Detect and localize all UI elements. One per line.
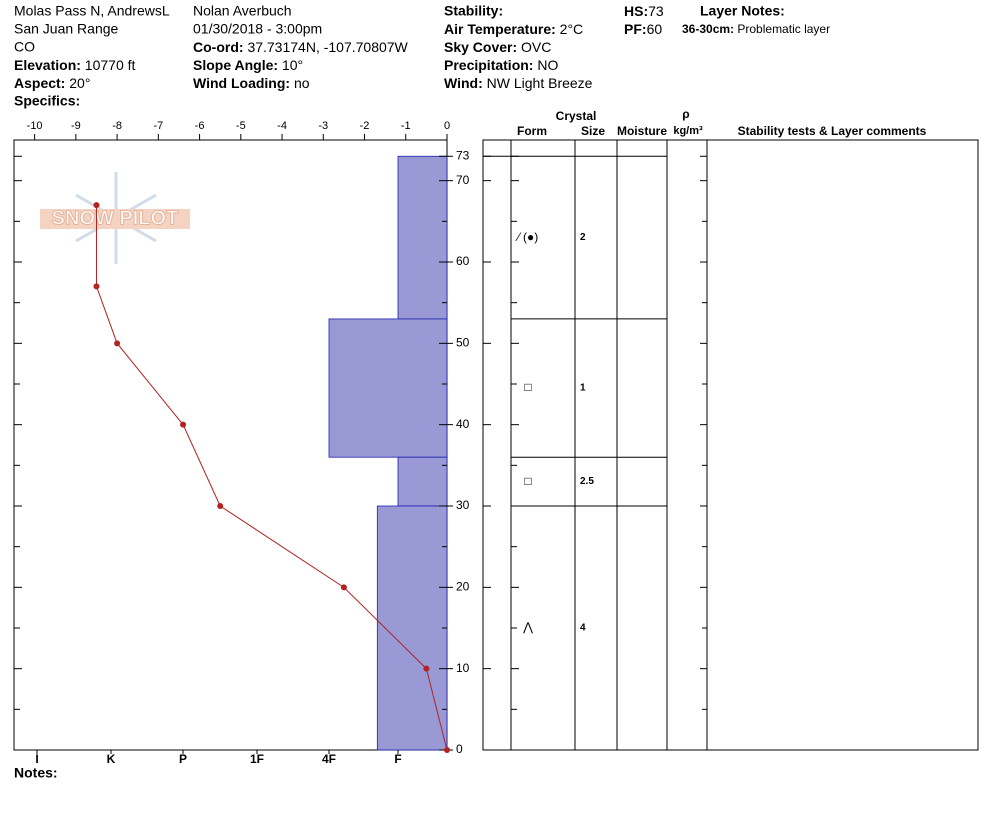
notes: Notes: [14, 765, 58, 781]
temp-tick-label: -1 [401, 120, 411, 132]
col-form: Form [517, 124, 547, 138]
table-headers: Crystal Form Size Moisture ρ kg/m³ Stabi… [517, 107, 927, 138]
temperature-point [93, 283, 100, 290]
y-tick-label: 20 [456, 580, 470, 594]
temp-tick-label: -2 [360, 120, 370, 132]
wind-loading: Wind Loading: no [193, 75, 310, 91]
sky: Sky Cover: OVC [444, 39, 551, 55]
site: Molas Pass N, AndrewsL [14, 3, 170, 19]
hs: HS:73 [624, 3, 664, 19]
air-temp: Air Temperature: 2°C [444, 21, 583, 37]
y-tick-label: 73 [456, 148, 470, 162]
temp-tick-label: -3 [318, 120, 328, 132]
temp-tick-label: 0 [444, 120, 450, 132]
temperature-point [114, 340, 121, 347]
temperature-point [93, 202, 100, 209]
col-comments: Stability tests & Layer comments [738, 124, 927, 138]
specifics: Specifics: [14, 93, 80, 109]
aspect: Aspect: 20° [14, 75, 90, 91]
pf: PF:60 [624, 21, 662, 37]
layer-note: 36-30cm: Problematic layer [682, 22, 830, 36]
col-moisture: Moisture [617, 124, 667, 138]
observer: Nolan Averbuch [193, 3, 292, 19]
col-size: Size [581, 124, 605, 138]
coord: Co-ord: 37.73174N, -107.70807W [193, 39, 409, 55]
temp-tick-label: -10 [27, 120, 43, 132]
y-tick-label: 70 [456, 173, 470, 187]
temp-tick-label: -4 [277, 120, 287, 132]
grain-form: □ [524, 380, 531, 394]
temperature-line [95, 205, 448, 751]
hardness-tick-label: F [394, 752, 401, 766]
y-tick-label: 50 [456, 336, 470, 350]
y-tick-label: 60 [456, 254, 470, 268]
state: CO [14, 39, 35, 55]
temp-tick-label: -9 [71, 120, 81, 132]
hardness-tick-label: I [35, 752, 38, 766]
grain-size: 2 [580, 232, 586, 243]
hardness-bar [376, 505, 448, 751]
table-frame [482, 139, 979, 751]
col-density-unit: kg/m³ [673, 125, 703, 137]
grain-size: 2.5 [580, 476, 594, 487]
header: Molas Pass N, AndrewsL San Juan Range CO… [14, 3, 830, 781]
temp-tick-label: -5 [236, 120, 246, 132]
logo: SNOW PILOT [40, 172, 190, 264]
grain-form: ⁄ (●) [515, 230, 539, 244]
elevation: Elevation: 10770 ft [14, 57, 136, 73]
temperature-point [423, 665, 430, 672]
hardness-tick-label: P [179, 752, 187, 766]
col-rho: ρ [682, 107, 689, 121]
temp-tick-label: -6 [195, 120, 205, 132]
hardness-tick-label: 4F [322, 752, 336, 766]
hardness-bar [328, 318, 448, 458]
temperature-point [180, 421, 187, 428]
wind: Wind: NW Light Breeze [444, 75, 593, 91]
stability: Stability: [444, 3, 503, 19]
temp-tick-label: -8 [112, 120, 122, 132]
grain-size: 4 [580, 623, 586, 634]
temp-tick-label: -7 [153, 120, 163, 132]
range: San Juan Range [14, 21, 119, 37]
hardness-tick-label: 1F [250, 752, 264, 766]
datetime: 01/30/2018 - 3:00pm [193, 21, 322, 37]
y-tick-label: 40 [456, 417, 470, 431]
temperature-point [444, 747, 450, 753]
y-tick-label: 30 [456, 498, 470, 512]
hardness-bar [397, 456, 448, 507]
temperature-point [217, 503, 224, 509]
grain-size: 1 [580, 383, 586, 394]
grain-form: □ [524, 474, 531, 488]
hardness-tick-label: K [107, 752, 116, 766]
temperature-point [340, 584, 347, 591]
table-columns [510, 140, 708, 750]
precip: Precipitation: NO [444, 57, 558, 73]
y-tick-label: 0 [456, 742, 463, 756]
logo-text: SNOW PILOT [52, 207, 179, 229]
grain-form: ⋀ [522, 620, 533, 634]
y-tick-label: 10 [456, 661, 470, 675]
slope: Slope Angle: 10° [193, 57, 303, 73]
col-crystal: Crystal [556, 109, 597, 123]
layer-notes-label: Layer Notes: [700, 3, 785, 19]
